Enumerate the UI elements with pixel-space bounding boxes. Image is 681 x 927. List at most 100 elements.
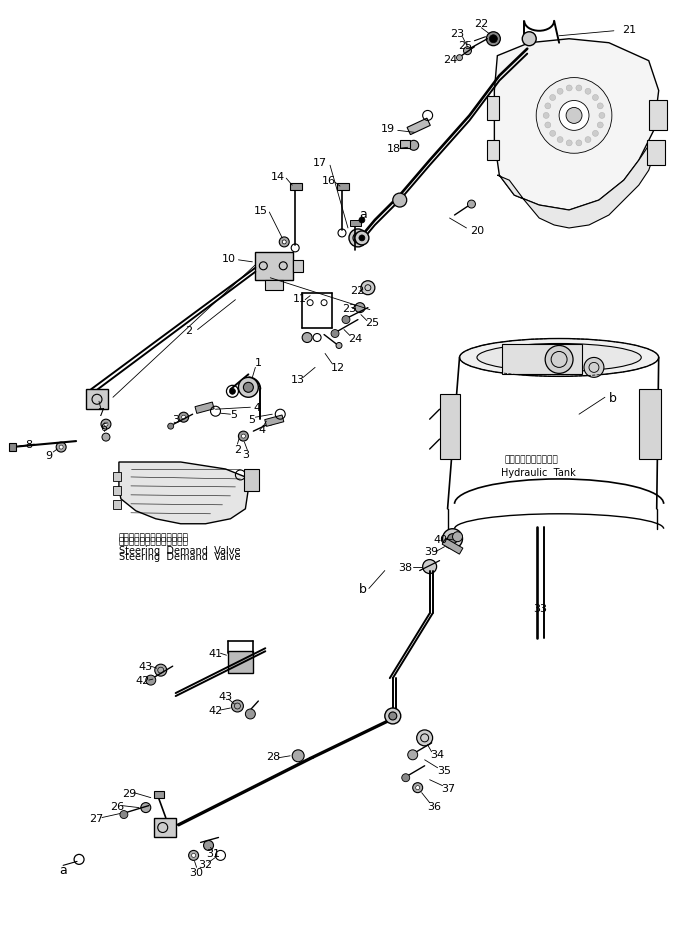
Text: 26: 26 — [110, 801, 124, 811]
Circle shape — [141, 803, 151, 813]
Polygon shape — [494, 40, 659, 210]
Text: 4: 4 — [259, 425, 266, 435]
Circle shape — [576, 141, 582, 146]
Text: 3: 3 — [242, 450, 249, 460]
Text: 2: 2 — [234, 445, 241, 454]
Circle shape — [104, 423, 108, 426]
Circle shape — [566, 86, 572, 92]
Circle shape — [385, 708, 400, 724]
Circle shape — [361, 282, 375, 296]
Circle shape — [241, 435, 245, 438]
Bar — [255, 252, 294, 281]
Circle shape — [292, 750, 304, 762]
Text: 17: 17 — [313, 159, 327, 168]
Text: 28: 28 — [266, 751, 281, 761]
Bar — [113, 487, 121, 495]
Polygon shape — [119, 463, 249, 524]
Circle shape — [120, 811, 128, 819]
Circle shape — [355, 232, 369, 246]
Text: 41: 41 — [208, 649, 223, 658]
Text: 15: 15 — [254, 206, 268, 216]
Circle shape — [456, 56, 462, 61]
Text: 24: 24 — [443, 55, 458, 65]
Text: 29: 29 — [122, 788, 136, 798]
Bar — [647, 141, 665, 166]
Bar — [10, 444, 16, 451]
Circle shape — [232, 700, 243, 712]
Circle shape — [238, 378, 258, 398]
Circle shape — [189, 850, 199, 860]
Circle shape — [302, 333, 312, 343]
Circle shape — [178, 413, 189, 423]
Text: 7: 7 — [97, 408, 105, 418]
Text: 10: 10 — [221, 254, 236, 263]
Bar — [244, 469, 259, 491]
Circle shape — [557, 137, 563, 144]
Circle shape — [102, 434, 110, 441]
Text: 30: 30 — [189, 868, 204, 877]
Circle shape — [557, 89, 563, 95]
Circle shape — [282, 241, 286, 245]
Circle shape — [585, 137, 591, 144]
Text: b: b — [359, 582, 367, 595]
Circle shape — [464, 47, 471, 56]
Circle shape — [443, 529, 462, 549]
Text: 24: 24 — [348, 333, 362, 343]
Text: a: a — [59, 863, 67, 876]
Text: 13: 13 — [291, 375, 305, 385]
Text: Steering  Demand  Valve: Steering Demand Valve — [119, 551, 240, 561]
Circle shape — [393, 194, 407, 208]
Text: 20: 20 — [471, 225, 484, 235]
Circle shape — [566, 141, 572, 146]
Text: 34: 34 — [430, 749, 445, 759]
Text: 32: 32 — [198, 859, 212, 870]
Circle shape — [191, 854, 195, 857]
Bar — [350, 221, 361, 227]
Text: 22: 22 — [350, 286, 364, 296]
Text: 25: 25 — [365, 317, 379, 327]
Circle shape — [331, 330, 339, 338]
Bar — [113, 501, 121, 509]
Circle shape — [423, 560, 437, 574]
Circle shape — [229, 389, 236, 395]
Circle shape — [245, 709, 255, 719]
Polygon shape — [497, 146, 654, 229]
Text: 38: 38 — [398, 562, 413, 572]
Bar — [294, 260, 303, 273]
Circle shape — [597, 104, 603, 109]
Circle shape — [359, 218, 365, 223]
Bar — [86, 390, 108, 410]
Text: 43: 43 — [139, 662, 153, 671]
Circle shape — [576, 86, 582, 92]
Text: 5: 5 — [230, 410, 237, 420]
Circle shape — [238, 432, 249, 441]
Circle shape — [536, 79, 612, 154]
Ellipse shape — [460, 339, 659, 377]
Bar — [113, 473, 121, 481]
Circle shape — [155, 665, 167, 677]
Text: 42: 42 — [208, 705, 223, 716]
Circle shape — [545, 346, 573, 374]
Text: 11: 11 — [293, 293, 307, 303]
Text: Hydraulic  Tank: Hydraulic Tank — [501, 467, 576, 477]
Circle shape — [447, 534, 458, 544]
Text: b: b — [609, 391, 617, 404]
Bar — [337, 184, 349, 191]
Text: 2: 2 — [185, 325, 192, 336]
Polygon shape — [195, 402, 214, 414]
Circle shape — [101, 420, 111, 430]
Text: Steering  Demand  Valve: Steering Demand Valve — [119, 545, 240, 555]
Circle shape — [550, 95, 556, 101]
Circle shape — [592, 132, 599, 137]
Circle shape — [597, 123, 603, 129]
Text: 23: 23 — [450, 29, 464, 39]
Circle shape — [585, 89, 591, 95]
Text: 23: 23 — [342, 303, 356, 313]
Text: 8: 8 — [26, 439, 33, 450]
Circle shape — [56, 442, 66, 452]
Bar — [400, 141, 410, 149]
Bar — [228, 652, 253, 673]
Circle shape — [413, 782, 423, 793]
Polygon shape — [442, 539, 463, 554]
Circle shape — [415, 786, 419, 790]
